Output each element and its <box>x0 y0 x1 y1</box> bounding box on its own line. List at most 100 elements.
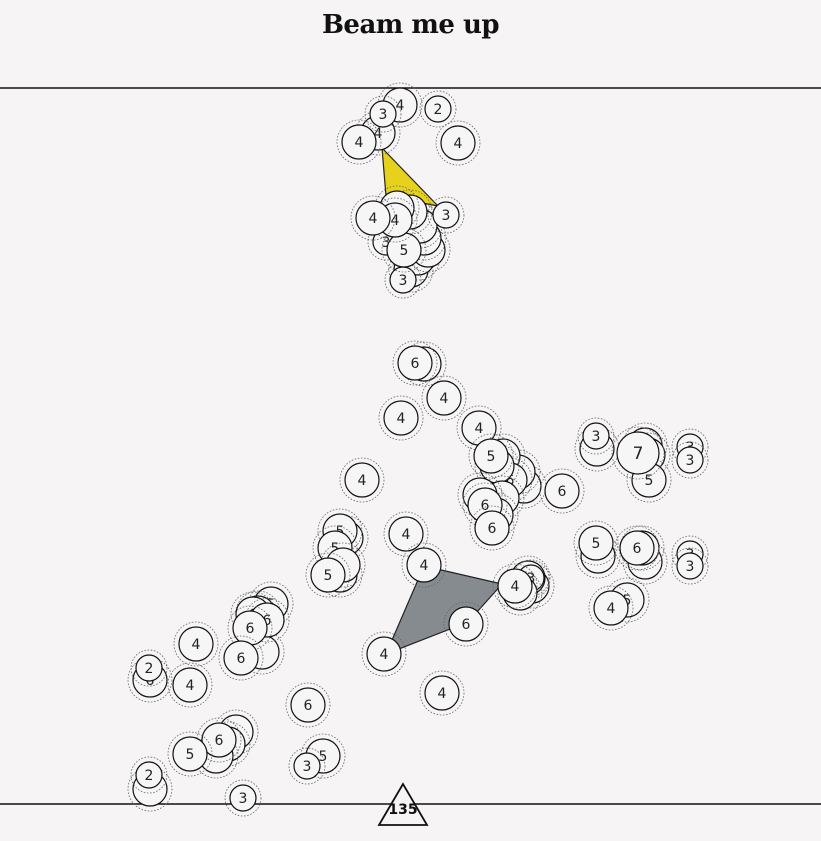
circle-body <box>341 124 377 160</box>
number-circle[interactable]: 4 <box>350 195 396 241</box>
circle-halo <box>224 779 262 817</box>
circle-number: 2 <box>434 102 443 118</box>
number-circle[interactable]: 3 <box>671 441 709 479</box>
circle-halo <box>671 547 709 585</box>
circle-number: 5 <box>487 449 496 465</box>
number-circle[interactable]: 3 <box>364 95 402 133</box>
number-circle[interactable]: 3 <box>427 196 465 234</box>
circle-body <box>424 675 460 711</box>
circle-halo <box>378 395 424 441</box>
circle-number: 6 <box>506 473 515 489</box>
number-circle[interactable]: 6 <box>218 635 264 681</box>
number-circle[interactable]: 6 <box>469 505 515 551</box>
circle-halo <box>456 405 502 451</box>
circle-body <box>676 446 704 474</box>
circle-body <box>229 784 257 812</box>
circle-halo <box>339 457 385 503</box>
page-title: Beam me up <box>321 10 500 40</box>
circle-halo <box>671 428 709 466</box>
number-circle[interactable]: 4 <box>435 120 481 166</box>
number-circle[interactable]: 6 <box>285 682 331 728</box>
number-circle[interactable]: 3 <box>671 547 709 585</box>
number-circle[interactable]: 4 <box>173 621 219 667</box>
number-circle[interactable]: 2 <box>130 649 168 687</box>
number-circle[interactable]: 3 <box>288 747 326 785</box>
circle-halo <box>305 552 351 598</box>
number-circle[interactable]: 6 <box>614 525 660 571</box>
circle-number: 4 <box>355 135 364 151</box>
number-circle[interactable]: 4 <box>361 631 407 677</box>
circle-body <box>497 568 533 604</box>
circle-number: 2 <box>145 661 154 677</box>
number-circle[interactable]: 7 <box>611 426 665 480</box>
circle-body <box>201 722 237 758</box>
number-circle[interactable]: 4 <box>401 542 447 588</box>
number-circle[interactable]: 4 <box>339 457 385 503</box>
number-circle[interactable]: 4 <box>336 119 382 165</box>
circle-halo <box>443 601 489 647</box>
circle-halo <box>130 756 168 794</box>
number-circle[interactable]: 5 <box>468 433 514 479</box>
number-circle[interactable]: 6 <box>196 717 242 763</box>
circle-body <box>293 752 321 780</box>
circle-halo <box>167 731 213 777</box>
circle-halo <box>469 505 515 551</box>
number-circle[interactable]: 5 <box>167 731 213 777</box>
circle-body <box>135 654 163 682</box>
number-circle[interactable]: 4 <box>492 563 538 609</box>
circle-number: 6 <box>488 521 497 537</box>
number-circle[interactable]: 6 <box>539 468 585 514</box>
circle-body <box>432 201 460 229</box>
circle-number: 3 <box>686 559 695 575</box>
circle-number: 6 <box>462 617 471 633</box>
circle-number: 4 <box>374 126 383 142</box>
circle-body <box>172 667 208 703</box>
number-circle[interactable]: 5 <box>305 552 351 598</box>
number-circle[interactable]: 3 <box>224 779 262 817</box>
number-circle[interactable]: 4 <box>378 395 424 441</box>
number-circle[interactable]: 6 <box>392 340 438 386</box>
circle-halo <box>577 417 615 455</box>
number-circle[interactable]: 4 <box>383 511 429 557</box>
circle-halo <box>573 520 619 566</box>
circle-number: 4 <box>607 601 616 617</box>
circle-halo <box>435 120 481 166</box>
circle-body <box>582 422 610 450</box>
number-circle[interactable]: 4 <box>588 585 634 631</box>
circle-number: 4 <box>358 473 367 489</box>
number-circle[interactable]: 5 <box>573 520 619 566</box>
beam-gray <box>384 565 504 656</box>
circle-body <box>544 473 580 509</box>
circle-number: 4 <box>420 558 429 574</box>
circle-body <box>473 438 509 474</box>
number-circle[interactable]: 2 <box>130 756 168 794</box>
circle-halo <box>492 563 538 609</box>
circle-body <box>172 736 208 772</box>
circle-body <box>178 626 214 662</box>
circle-body <box>474 510 510 546</box>
number-circle[interactable]: 4 <box>419 670 465 716</box>
score-badge: 135 <box>377 782 429 826</box>
number-circle[interactable]: 2 <box>419 90 457 128</box>
circle-body <box>619 530 655 566</box>
circle-number: 6 <box>633 541 642 557</box>
number-circle[interactable]: 6 <box>443 601 489 647</box>
circle-number: 3 <box>239 791 248 807</box>
number-circle[interactable]: 4 <box>421 375 467 421</box>
number-circle[interactable]: 3 <box>577 417 615 455</box>
circle-number: 4 <box>438 686 447 702</box>
circle-halo <box>457 472 503 518</box>
circle-number: 2 <box>145 768 154 784</box>
circle-halo <box>167 662 213 708</box>
circle-number: 6 <box>411 356 420 372</box>
circles-layer: 4434243354436444656664445553464456335435… <box>127 82 709 817</box>
circle-number: 3 <box>399 273 408 289</box>
circle-number: 5 <box>592 536 601 552</box>
number-circle[interactable]: 4 <box>167 662 213 708</box>
circle-number: 3 <box>592 429 601 445</box>
circle-halo <box>288 747 326 785</box>
circle-halo <box>614 525 660 571</box>
circle-halo <box>427 196 465 234</box>
circle-halo <box>130 649 168 687</box>
